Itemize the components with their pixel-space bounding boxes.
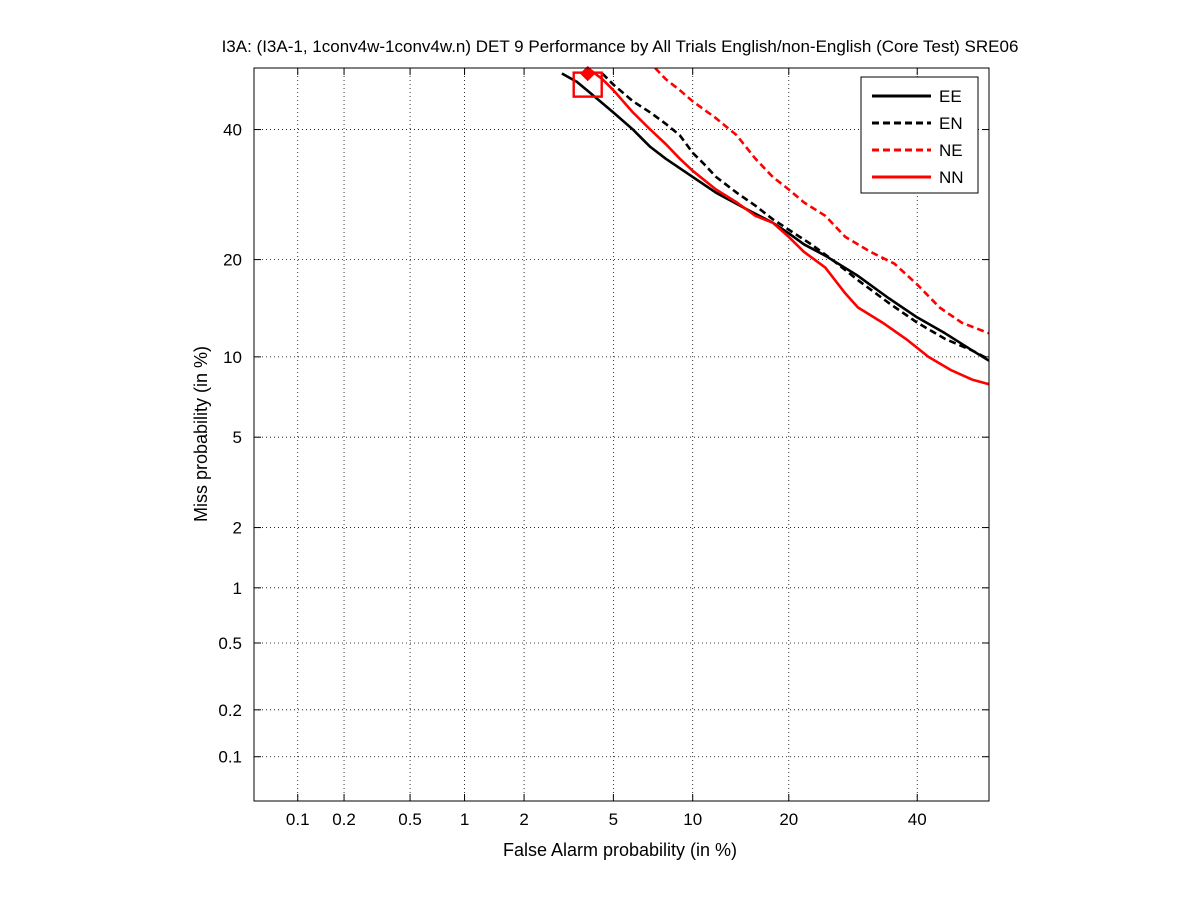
x-tick-label: 0.5: [398, 810, 422, 829]
legend-label-ee: EE: [939, 87, 962, 106]
y-tick-label: 5: [233, 428, 242, 447]
series-line-ne: [654, 68, 989, 335]
series-layer: [561, 68, 989, 386]
legend-label-en: EN: [939, 114, 963, 133]
x-axis-label: False Alarm probability (in %): [503, 840, 737, 860]
series-line-nn: [586, 68, 989, 386]
legend-label-ne: NE: [939, 141, 963, 160]
y-tick-label: 2: [233, 519, 242, 538]
x-tick-label: 20: [779, 810, 798, 829]
series-line-en: [601, 72, 989, 361]
x-tick-label: 5: [609, 810, 618, 829]
series-line-ee: [561, 72, 989, 362]
x-tick-label: 40: [908, 810, 927, 829]
y-tick-labels: 0.1 0.2 0.5 1 2 5 10 20 40: [218, 121, 242, 767]
y-tick-label: 40: [223, 121, 242, 140]
legend-label-nn: NN: [939, 168, 964, 187]
x-tick-label: 0.2: [332, 810, 356, 829]
y-tick-label: 10: [223, 348, 242, 367]
x-tick-label: 1: [460, 810, 469, 829]
y-axis-label: Miss probability (in %): [191, 346, 211, 522]
marker-layer: [572, 65, 603, 98]
x-tick-label: 2: [519, 810, 528, 829]
y-tick-label: 0.2: [218, 701, 242, 720]
y-tick-label: 0.1: [218, 748, 242, 767]
x-tick-label: 0.1: [286, 810, 310, 829]
y-tick-label: 20: [223, 251, 242, 270]
plot-frame: [253, 67, 990, 802]
x-tick-label: 10: [683, 810, 702, 829]
actual-dcf-marker: [579, 65, 596, 82]
x-tick-labels: 0.1 0.2 0.5 1 2 5 10 20 40: [286, 810, 927, 829]
y-tick-label: 0.5: [218, 634, 242, 653]
chart-title: I3A: (I3A-1, 1conv4w-1conv4w.n) DET 9 Pe…: [222, 37, 1019, 56]
y-tick-label: 1: [233, 579, 242, 598]
legend: EE EN NE NN: [860, 76, 979, 194]
